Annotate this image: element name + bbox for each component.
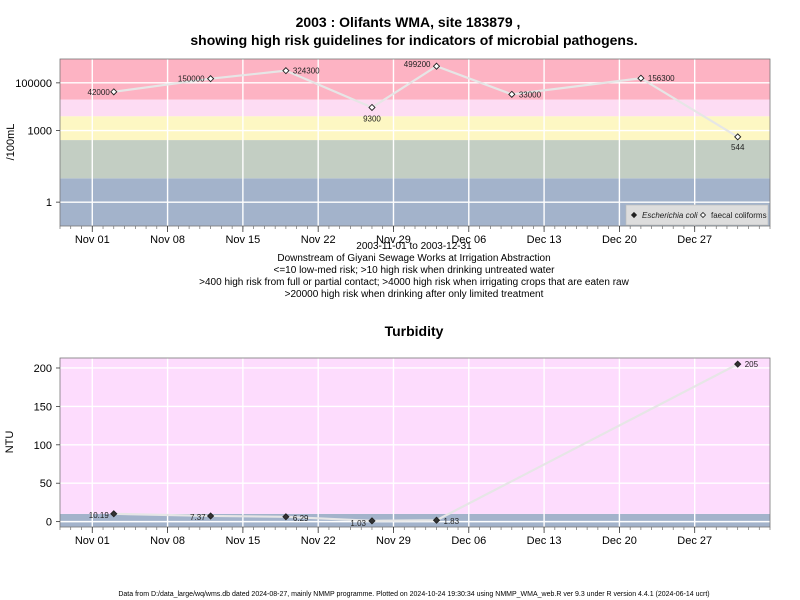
chart1-legend-label: Escherichia coli bbox=[642, 211, 698, 220]
chart2-data-point bbox=[206, 512, 215, 520]
chart2-title: Turbidity bbox=[385, 323, 444, 339]
chart1-data-label: 42000 bbox=[88, 88, 111, 97]
chart1-data-label: 33000 bbox=[519, 90, 542, 99]
chart2-y-tick-label: 100 bbox=[34, 440, 52, 452]
chart2-x-tick-label: Dec 13 bbox=[527, 535, 562, 547]
chart1-title: 2003 : Olifants WMA, site 183879 , bbox=[296, 14, 521, 30]
chart2-data-point bbox=[282, 513, 290, 521]
chart1-title-line2: showing high risk guidelines for indicat… bbox=[190, 32, 637, 48]
chart2-data-point bbox=[110, 510, 118, 518]
chart2-data-label: 205 bbox=[745, 360, 759, 369]
chart1-legend-label: faecal coliforms bbox=[711, 211, 767, 220]
chart1-series-line bbox=[113, 64, 739, 138]
chart1-x-tick-label: Nov 01 bbox=[75, 234, 110, 246]
chart1-risk-band bbox=[60, 116, 770, 141]
chart1-data-point bbox=[206, 75, 215, 83]
chart1-legend-box bbox=[625, 204, 769, 226]
chart2-data-label: 1.03 bbox=[350, 519, 366, 528]
chart2-y-tick-label: 50 bbox=[40, 478, 52, 490]
chart2-data-label: 6.29 bbox=[293, 514, 309, 523]
chart1-data-label: 9300 bbox=[363, 114, 381, 123]
chart1-data-point bbox=[432, 62, 441, 70]
chart1-x-tick-label: Nov 22 bbox=[301, 234, 336, 246]
chart2-plot-border bbox=[59, 357, 771, 528]
footer-note: Data from D:/data_large/wq/wms.db dated … bbox=[118, 591, 709, 598]
chart2-data-point bbox=[368, 517, 376, 525]
chart1-plot: 1 1000 100000 Nov 01 Nov 08 Nov 15 Nov 22 Nov 2… bbox=[15, 58, 771, 246]
chart2-data-label: 10.19 bbox=[89, 511, 110, 520]
chart1-y-tick-label: 100000 bbox=[15, 78, 52, 90]
chart1-data-point bbox=[110, 88, 118, 96]
chart2-y-tick-label: 150 bbox=[34, 401, 52, 413]
chart1-data-label: 150000 bbox=[178, 75, 205, 84]
chart1-caption-line: 2003-11-01 to 2003-12-31 bbox=[356, 241, 472, 252]
chart1-caption-line: >20000 high risk when drinking after onl… bbox=[285, 289, 544, 300]
chart2-x-tick-label: Nov 29 bbox=[376, 535, 411, 547]
chart1-x-tick-label: Nov 08 bbox=[150, 234, 185, 246]
chart2-x-tick-label: Nov 01 bbox=[75, 535, 110, 547]
chart1-x-tick-label: Dec 20 bbox=[602, 234, 637, 246]
chart2-x-tick-label: Nov 15 bbox=[225, 535, 260, 547]
chart2-ylabel: NTU bbox=[4, 431, 16, 454]
chart1-risk-band bbox=[60, 140, 770, 179]
chart1-data-point bbox=[368, 103, 376, 112]
chart1-ylabel: /100mL bbox=[5, 124, 17, 161]
chart1-data-label: 544 bbox=[731, 143, 745, 152]
chart2-x-tick-label: Nov 22 bbox=[301, 535, 336, 547]
chart2-data-point bbox=[432, 516, 441, 524]
chart1-caption-line: >400 high risk from full or partial cont… bbox=[199, 277, 629, 288]
chart2-data-label: 7.37 bbox=[190, 513, 206, 522]
chart1-caption-line: Downstream of Giyani Sewage Works at Irr… bbox=[277, 253, 550, 264]
chart2-plot: 0 50 100 150 200 Nov 01 Nov 08 Nov 15 Nov 22 Nov … bbox=[34, 357, 771, 547]
chart1-legend-marker bbox=[630, 211, 638, 219]
chart1-data-label: 156300 bbox=[648, 74, 675, 83]
chart1-data-point bbox=[637, 74, 645, 82]
chart2-x-tick-label: Dec 20 bbox=[602, 535, 637, 547]
chart1-plot-border bbox=[59, 58, 771, 227]
chart2-data-label: 1.83 bbox=[444, 517, 460, 526]
chart2-y-tick-label: 0 bbox=[46, 517, 52, 529]
chart1-x-tick-label: Dec 27 bbox=[677, 234, 712, 246]
chart1-y-tick-label: 1 bbox=[46, 197, 52, 209]
chart2-series-line bbox=[113, 363, 739, 522]
chart1-y-tick-label: 1000 bbox=[28, 126, 52, 138]
chart2-y-tick-label: 200 bbox=[34, 363, 52, 375]
chart1-x-tick-label: Dec 06 bbox=[451, 234, 486, 246]
chart1-data-point bbox=[508, 90, 516, 98]
chart2-risk-band bbox=[60, 358, 770, 514]
chart1-data-label: 324300 bbox=[293, 67, 320, 76]
chart1-data-point bbox=[734, 133, 742, 141]
chart2-x-tick-label: Nov 08 bbox=[150, 535, 185, 547]
chart1-legend-marker bbox=[699, 211, 707, 219]
chart1-caption-line: <=10 low-med risk; >10 high risk when dr… bbox=[274, 265, 556, 276]
chart1-risk-band bbox=[60, 99, 770, 117]
chart2-x-tick-label: Dec 27 bbox=[677, 535, 712, 547]
chart1-data-label: 499200 bbox=[404, 60, 431, 69]
chart1-x-tick-label: Nov 15 bbox=[225, 234, 260, 246]
chart1-x-tick-label: Nov 29 bbox=[376, 234, 411, 246]
chart1-data-point bbox=[282, 67, 290, 75]
chart2-data-point bbox=[734, 360, 742, 368]
chart1-x-tick-label: Dec 13 bbox=[527, 234, 562, 246]
chart2-x-tick-label: Dec 06 bbox=[451, 535, 486, 547]
